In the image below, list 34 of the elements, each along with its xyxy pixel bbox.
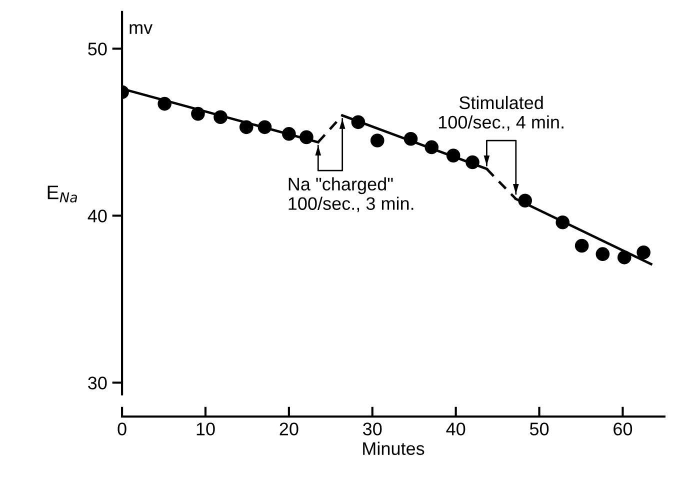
point bbox=[351, 115, 366, 130]
point bbox=[466, 155, 480, 170]
x-axis-title: Minutes bbox=[363, 442, 424, 455]
point bbox=[636, 246, 650, 260]
x-tick-label: 30 bbox=[363, 422, 382, 436]
y-tick-label: 30 bbox=[88, 376, 107, 390]
point bbox=[617, 250, 632, 264]
point bbox=[404, 132, 418, 146]
x-tick-label: 20 bbox=[280, 422, 298, 436]
annotation: Na "charged" 100/sec., 3 min. bbox=[288, 177, 414, 212]
point bbox=[574, 238, 589, 253]
x-tick-label: 0 bbox=[118, 422, 126, 436]
point bbox=[239, 120, 254, 134]
point bbox=[158, 96, 172, 111]
point bbox=[214, 110, 228, 124]
annotation: Stimulated 100/sec., 4 min. bbox=[438, 96, 564, 131]
point bbox=[446, 148, 460, 162]
point bbox=[518, 194, 532, 208]
annotation: mv bbox=[130, 24, 153, 34]
point bbox=[556, 215, 570, 230]
point bbox=[424, 140, 439, 154]
y-tick-label: 50 bbox=[88, 42, 107, 56]
x-tick-label: 40 bbox=[446, 422, 466, 436]
y-axis-title: E$_{Na}$ bbox=[48, 186, 78, 202]
point bbox=[258, 120, 272, 134]
point bbox=[300, 130, 314, 144]
point bbox=[370, 134, 384, 148]
x-tick-label: 50 bbox=[530, 422, 549, 436]
x-tick-label: 60 bbox=[614, 422, 632, 436]
y-tick-label: 40 bbox=[88, 210, 107, 222]
x-tick-label: 10 bbox=[196, 422, 215, 436]
point bbox=[191, 106, 205, 121]
point bbox=[596, 247, 610, 261]
point bbox=[282, 126, 296, 141]
